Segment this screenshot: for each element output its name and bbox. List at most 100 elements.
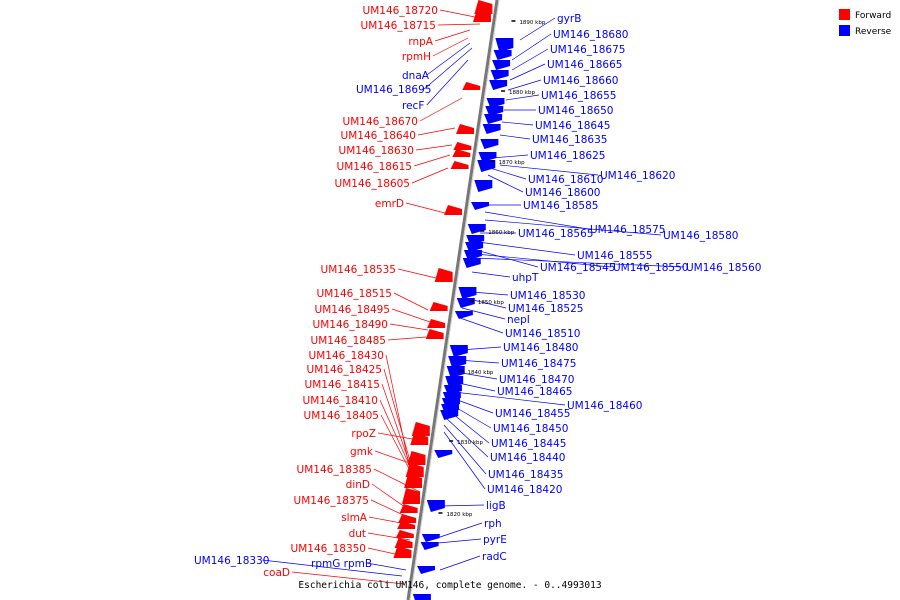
gene-reverse (489, 80, 508, 90)
gene-forward (398, 514, 417, 523)
gene-label-reverse: UM146_18665 (547, 59, 622, 71)
gene-label-forward: gmk (350, 446, 374, 458)
leader-line-reverse (519, 17, 556, 41)
gene-reverse (456, 298, 475, 308)
gene-label-reverse: UM146_18475 (501, 358, 576, 370)
gene-reverse (434, 450, 453, 458)
gene-label-reverse: ligB (486, 500, 506, 512)
gene-forward (397, 521, 416, 529)
gene-label-reverse: UM146_18525 (508, 303, 583, 315)
gene-reverse (482, 124, 501, 134)
leader-lines (262, 9, 685, 585)
leader-line-forward (367, 532, 411, 541)
leader-line-forward (432, 37, 469, 57)
leader-line-reverse (509, 63, 546, 81)
leader-line-reverse (475, 249, 539, 268)
gene-label-reverse: UM146_18650 (538, 105, 613, 117)
gene-label-reverse: UM146_18480 (503, 342, 578, 354)
leader-line-reverse (473, 257, 685, 268)
gene-label-reverse: UM146_18600 (525, 187, 600, 199)
gene-forward (402, 488, 421, 504)
tick-label: 1860 kbp (488, 230, 514, 236)
gene-reverse (454, 311, 473, 319)
gene-label-reverse: UM146_18575 (590, 224, 665, 236)
gene-forward (394, 538, 413, 548)
gene-label-reverse: UM146_18620 (600, 170, 675, 182)
gene-label-forward: UM146_18415 (305, 379, 380, 391)
leader-line-forward (437, 23, 481, 26)
gene-reverse (492, 60, 511, 70)
legend-reverse-label: Reverse (855, 27, 892, 37)
gene-label-forward: UM146_18430 (309, 350, 384, 362)
gene-reverse (480, 139, 499, 149)
gene-label-reverse: UM146_18440 (490, 452, 565, 464)
gene-label-forward: UM146_18515 (317, 288, 392, 300)
gene-forward (407, 451, 426, 465)
leader-line-reverse (262, 559, 403, 577)
gene-forward (427, 319, 446, 328)
leader-line-reverse (491, 154, 529, 159)
leader-line-forward (439, 9, 481, 19)
leader-line-reverse (511, 33, 552, 61)
gene-label-reverse: rpmG rpmB (311, 558, 372, 570)
gene-reverse (449, 345, 468, 357)
gene-label-reverse: UM146_18585 (523, 200, 598, 212)
leader-line-forward (389, 323, 429, 331)
gene-label-forward: UM146_18425 (307, 364, 382, 376)
leader-line-forward (413, 154, 451, 167)
scale-ticks: 1890 kbp 1880 kbp 1870 kbp 1860 kbp 1850 kbp… (438, 20, 546, 518)
gene-forward (434, 268, 453, 282)
leader-line-reverse (439, 522, 483, 538)
gene-forward (405, 463, 424, 477)
gene-reverse (471, 202, 490, 210)
tick-label: 1830 kbp (457, 440, 483, 446)
legend: Forward Reverse (839, 9, 892, 37)
gene-forward (411, 422, 430, 436)
leader-line-forward (417, 127, 456, 136)
gene-label-reverse: uhpT (512, 272, 539, 284)
leader-line-reverse (439, 555, 481, 571)
tick-label: 1880 kbp (509, 90, 535, 96)
leader-line-forward (405, 202, 446, 214)
leader-line-forward (393, 292, 429, 311)
gene-label-forward: dinD (346, 479, 370, 491)
gene-labels: UM146_18720 UM146_18715 rnpA rpmH UM146_1867… (194, 5, 761, 579)
gene-reverse (462, 258, 481, 268)
leader-line-forward (397, 268, 437, 279)
gene-label-reverse: UM146_18695 (356, 84, 431, 96)
gene-label-forward: UM146_18535 (321, 264, 396, 276)
leader-line-reverse (484, 219, 662, 236)
gene-label-forward: UM146_18640 (341, 130, 416, 142)
leader-line-reverse (505, 94, 540, 101)
leader-line-reverse (511, 48, 549, 71)
gene-label-forward: UM146_18350 (291, 543, 366, 555)
leader-line-forward (373, 468, 421, 493)
gene-label-reverse: UM146_18435 (488, 469, 563, 481)
gene-reverse (465, 242, 484, 252)
gene-label-reverse: UM146_18580 (663, 230, 738, 242)
leader-line-forward (411, 167, 449, 184)
gene-label-reverse: UM146_18645 (535, 120, 610, 132)
gene-label-forward: UM146_18485 (311, 335, 386, 347)
gene-forward (462, 82, 481, 90)
tick-label: 1840 kbp (468, 370, 494, 376)
leader-line-forward (434, 29, 471, 42)
gene-label-forward: emrD (375, 198, 404, 210)
gene-forward (410, 433, 429, 445)
leader-line-reverse (445, 417, 489, 458)
gene-reverse (458, 287, 477, 299)
gene-reverse (490, 70, 509, 80)
gene-label-forward: UM146_18410 (303, 395, 378, 407)
leader-line-forward (387, 336, 427, 341)
gene-forward (404, 474, 423, 488)
gene-label-reverse: UM146_18680 (553, 29, 628, 41)
gene-reverse (426, 500, 445, 512)
leader-line-forward (291, 571, 405, 585)
gene-reverse (486, 98, 505, 108)
gene-label-forward: dut (349, 528, 366, 540)
gene-label-reverse: pyrE (483, 534, 507, 546)
leader-line-reverse (471, 291, 509, 296)
gene-label-reverse: UM146_18555 (577, 250, 652, 262)
tick-label: 1820 kbp (446, 512, 472, 518)
